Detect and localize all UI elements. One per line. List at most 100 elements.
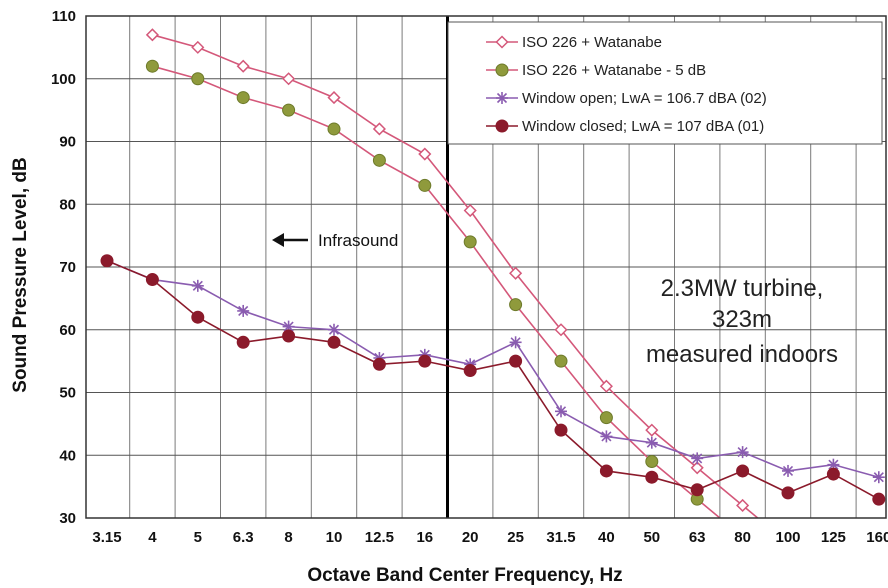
data-point	[236, 335, 250, 349]
data-point	[736, 498, 750, 513]
x-tick-label: 125	[821, 529, 846, 546]
data-markers	[100, 28, 886, 513]
data-point	[236, 59, 250, 73]
data-point	[495, 35, 509, 49]
x-tick-label: 100	[775, 529, 800, 546]
x-tick-label: 80	[734, 529, 751, 546]
data-point	[418, 354, 432, 368]
x-axis-title: Octave Band Center Frequency, Hz	[307, 565, 622, 586]
y-tick-label: 90	[59, 134, 76, 151]
data-point	[145, 59, 159, 73]
x-tick-label: 40	[598, 529, 615, 546]
data-point	[236, 91, 250, 105]
data-point	[736, 446, 749, 459]
series-markers	[145, 28, 750, 513]
data-point	[372, 357, 386, 371]
data-point	[599, 379, 613, 393]
data-point	[782, 464, 794, 477]
data-point	[781, 486, 795, 500]
data-point	[827, 458, 840, 471]
data-point	[463, 235, 477, 249]
data-point	[327, 122, 341, 136]
x-tick-label: 31.5	[546, 529, 575, 546]
data-point	[282, 320, 295, 333]
annotation-line-2: 323m	[712, 306, 772, 333]
data-point	[191, 72, 205, 86]
data-point	[191, 310, 205, 324]
data-point	[282, 72, 296, 86]
data-point	[282, 103, 296, 117]
data-point	[496, 92, 508, 104]
data-point	[191, 40, 205, 54]
data-point	[509, 266, 523, 280]
x-tick-label: 12.5	[365, 529, 394, 546]
data-point	[495, 119, 509, 133]
data-point	[282, 329, 296, 343]
x-tick-label: 5	[194, 529, 202, 546]
y-tick-label: 40	[59, 447, 76, 464]
x-tick-label: 16	[416, 529, 433, 546]
x-tick-label: 63	[689, 529, 706, 546]
data-point	[328, 323, 340, 336]
legend-entry: ISO 226 + Watanabe	[486, 34, 662, 51]
data-point	[690, 483, 704, 497]
data-point	[191, 279, 204, 292]
data-point	[600, 430, 613, 443]
left-arrow-icon	[272, 233, 284, 247]
data-point	[555, 405, 567, 418]
series-line	[106, 259, 880, 478]
data-point	[554, 423, 568, 437]
data-point	[418, 147, 432, 161]
x-tick-label: 10	[326, 529, 343, 546]
data-point	[554, 323, 568, 337]
y-tick-label: 60	[59, 322, 76, 339]
data-point	[645, 423, 659, 437]
data-point	[599, 411, 613, 425]
data-point	[145, 273, 159, 287]
x-tick-label: 3.15	[92, 529, 121, 546]
plot-area	[85, 15, 887, 519]
y-tick-label: 30	[59, 510, 76, 527]
data-point	[495, 63, 509, 77]
x-tick-label: 6.3	[233, 529, 254, 546]
data-point	[145, 28, 159, 42]
data-point	[509, 336, 522, 349]
legend-label: ISO 226 + Watanabe	[522, 34, 662, 51]
data-point	[691, 452, 704, 465]
x-tick-label: 20	[462, 529, 479, 546]
infrasound-label: Infrasound	[318, 231, 398, 250]
annotation-line-3: measured indoors	[646, 341, 838, 368]
legend-box	[447, 21, 883, 145]
legend: ISO 226 + Watanabe ISO 226 + Watanabe - 5…	[447, 21, 883, 145]
x-tick-label: 50	[643, 529, 660, 546]
data-point	[509, 354, 523, 368]
x-tick-label: 160	[866, 529, 888, 546]
series-markers	[100, 254, 886, 506]
y-tick-label: 80	[59, 196, 76, 213]
y-tick-label: 100	[51, 71, 76, 88]
data-point	[599, 464, 613, 478]
data-point	[554, 354, 568, 368]
data-point	[645, 470, 659, 484]
x-tick-labels: 3.15 4 5 6.3 8 10 12.5 16 20 25 31.5 40 50 63 80 100 125…	[92, 529, 888, 546]
legend-label: Window closed; LwA = 107 dBA (01)	[522, 118, 764, 135]
annotation-line-1: 2.3MW turbine,	[661, 275, 824, 302]
y-tick-label: 110	[52, 8, 76, 25]
y-tick-label: 70	[59, 259, 76, 276]
data-point	[872, 471, 885, 484]
legend-entry: Window open; LwA = 106.7 dBA (02)	[486, 90, 767, 107]
legend-entry: Window closed; LwA = 107 dBA (01)	[486, 118, 764, 135]
data-point	[463, 364, 477, 378]
data-point	[372, 153, 386, 167]
data-point	[463, 203, 477, 218]
infrasound-annotation: Infrasound	[272, 231, 398, 250]
data-point	[327, 91, 341, 105]
data-point	[509, 298, 523, 312]
turbine-annotation: 2.3MW turbine, 323m measured indoors	[646, 275, 838, 368]
x-tick-label: 4	[148, 529, 157, 546]
legend-label: Window open; LwA = 106.7 dBA (02)	[522, 90, 767, 107]
x-tick-label: 8	[284, 529, 292, 546]
data-point	[100, 254, 114, 268]
data-point	[826, 467, 840, 481]
